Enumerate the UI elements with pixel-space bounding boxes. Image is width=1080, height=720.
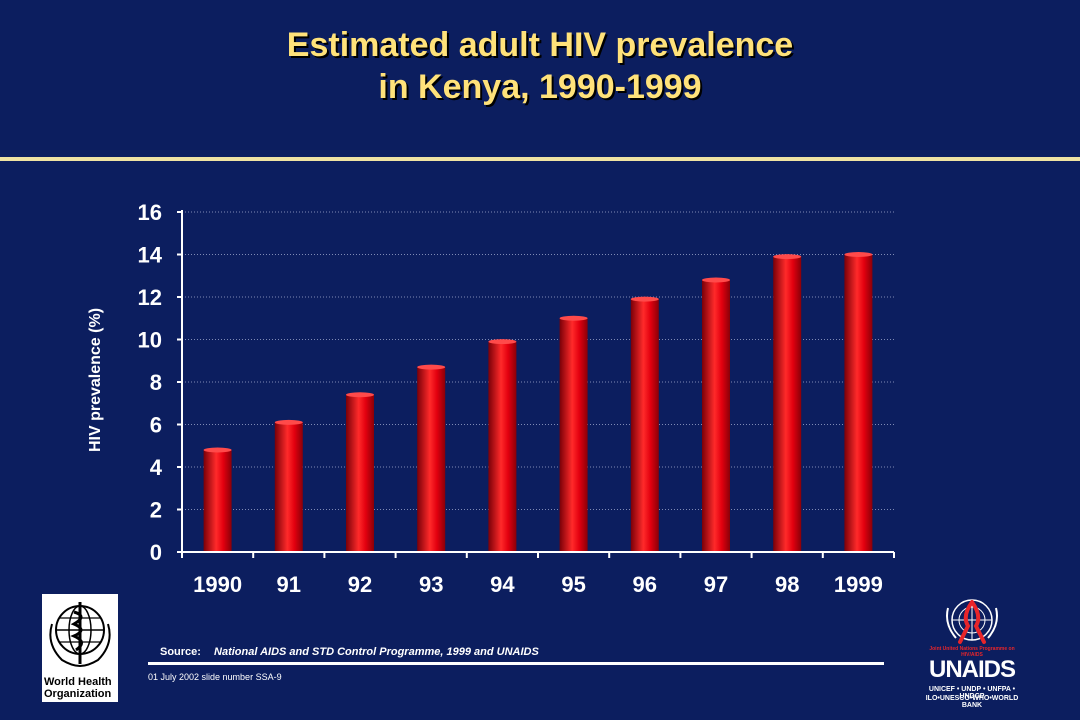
source-rule <box>148 662 884 665</box>
who-wordmark: World Health Organization <box>42 676 118 700</box>
unaids-logo: Joint United Nations Programme on HIV/AI… <box>922 594 1022 709</box>
x-tick-label: 98 <box>775 572 799 597</box>
bar <box>274 422 303 552</box>
x-tick-label: 95 <box>561 572 585 597</box>
bar-cap <box>417 364 446 370</box>
title-line-1: Estimated adult HIV prevalence <box>286 26 794 64</box>
bar <box>203 450 232 552</box>
bar <box>844 254 873 552</box>
y-tick-label: 2 <box>150 498 162 523</box>
unaids-tagline: Joint United Nations Programme on HIV/AI… <box>929 646 1015 658</box>
x-tick-label: 96 <box>633 572 657 597</box>
axes <box>177 210 895 558</box>
bar <box>346 394 374 552</box>
y-tick-label: 14 <box>138 243 163 268</box>
source-text: National AIDS and STD Control Programme,… <box>214 646 539 658</box>
bar-cap <box>559 315 588 321</box>
bar-cap <box>773 254 802 260</box>
bar-cap <box>346 392 374 398</box>
who-logo: World Health Organization <box>42 594 118 702</box>
bars <box>203 252 873 552</box>
x-tick-label: 93 <box>419 572 443 597</box>
y-tick-labels: 0 2 4 6 8 10 12 14 16 <box>138 200 163 565</box>
title-line-2: in Kenya, 1990-1999 <box>378 68 702 106</box>
bar-cap <box>274 419 303 425</box>
x-tick-labels: 1990 91 92 93 94 95 96 97 98 1999 <box>193 572 883 597</box>
y-tick-label: 4 <box>150 455 163 480</box>
source-note: Source: National AIDS and STD Control Pr… <box>160 646 539 658</box>
un-emblem-icon <box>946 599 998 644</box>
title-divider <box>0 157 1080 161</box>
bar <box>417 367 446 552</box>
unaids-partners-line-2: ILO•UNESCO•WHO•WORLD BANK <box>925 695 1019 709</box>
y-tick-label: 0 <box>150 540 162 565</box>
x-tick-label: 1990 <box>193 572 242 597</box>
y-tick-label: 10 <box>138 328 162 353</box>
x-tick-label: 97 <box>704 572 728 597</box>
bar-cap <box>488 339 517 345</box>
x-tick-label: 91 <box>277 572 301 597</box>
y-tick-label: 8 <box>150 370 162 395</box>
bar-cap <box>203 447 232 453</box>
x-tick-label: 94 <box>490 572 515 597</box>
y-tick-label: 16 <box>138 200 162 225</box>
who-name-line-2: Organization <box>44 688 112 700</box>
y-axis-label: HIV prevalence (%) <box>87 307 104 453</box>
bar-cap <box>844 252 873 257</box>
bar <box>559 318 588 552</box>
x-tick-label: 1999 <box>834 572 883 597</box>
source-label: Source: <box>160 646 201 658</box>
slide-title: Estimated adult HIV prevalence in Kenya,… <box>0 24 1080 108</box>
who-emblem-icon <box>49 602 111 668</box>
bar-cap <box>630 296 659 302</box>
x-tick-label: 92 <box>348 572 372 597</box>
unaids-wordmark: UNAIDS <box>928 656 1016 683</box>
bar-cap <box>702 277 730 283</box>
bar <box>702 280 730 552</box>
y-tick-label: 12 <box>138 285 162 310</box>
bar <box>630 299 659 552</box>
bar <box>773 256 802 552</box>
unaids-partners-line-1: UNICEF • UNDP • UNFPA • UNDCP <box>928 686 1016 700</box>
bar <box>488 341 517 552</box>
y-tick-label: 6 <box>150 413 162 438</box>
slide-footnote: 01 July 2002 slide number SSA-9 <box>148 672 282 682</box>
who-name-line-1: World Health <box>44 676 112 688</box>
